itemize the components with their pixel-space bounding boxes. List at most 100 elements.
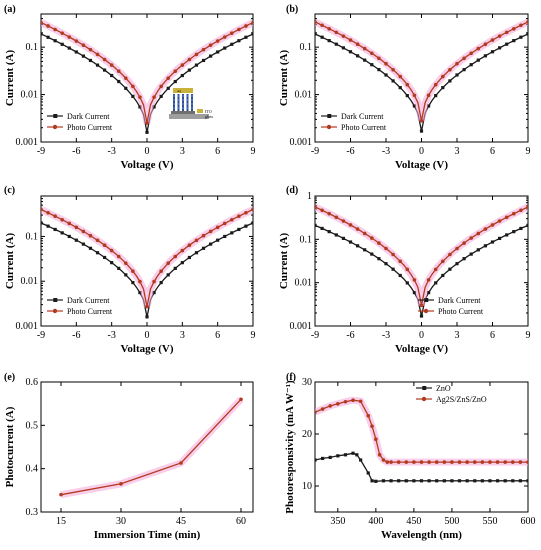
x-tick-label: -9 — [311, 330, 319, 341]
data-point — [131, 280, 135, 285]
data-point — [497, 34, 502, 38]
data-point — [119, 482, 123, 486]
data-point — [381, 479, 386, 483]
data-point — [405, 93, 409, 98]
data-point — [194, 52, 199, 57]
data-point — [404, 460, 409, 464]
data-point — [88, 246, 93, 250]
data-point — [488, 479, 492, 483]
data-point — [328, 404, 333, 408]
data-point — [315, 458, 317, 462]
data-point — [215, 225, 220, 230]
y-tick-label: 0.6 — [26, 377, 39, 388]
data-point — [180, 248, 185, 253]
legend-marker — [421, 396, 427, 402]
series-line-line_panel_e — [60, 398, 242, 496]
data-point — [377, 257, 381, 261]
y-tick-label: 0.1 — [300, 42, 313, 53]
data-point — [145, 121, 149, 125]
nanoparticle — [186, 106, 189, 110]
data-point — [321, 456, 325, 461]
data-point — [81, 229, 86, 234]
data-point — [362, 231, 367, 236]
data-point — [41, 32, 43, 36]
y-axis-title: Current (A) — [4, 50, 16, 107]
legend-marker — [423, 308, 429, 314]
data-point — [370, 236, 374, 240]
data-point — [512, 39, 516, 43]
data-point — [434, 460, 439, 464]
data-point — [138, 95, 142, 99]
data-point — [41, 20, 43, 25]
data-point — [201, 233, 206, 238]
side-electrode — [197, 109, 203, 113]
data-point — [412, 278, 417, 282]
x-tick-label: 550 — [482, 516, 497, 527]
data-point — [244, 35, 248, 39]
data-point — [462, 56, 466, 61]
data-point — [457, 479, 462, 483]
data-point — [216, 238, 220, 242]
data-point — [60, 31, 64, 35]
data-point — [95, 251, 100, 255]
data-point — [363, 248, 367, 252]
data-point — [419, 118, 424, 123]
panel-label: (b) — [286, 4, 298, 15]
nanoparticle — [177, 94, 180, 98]
data-point — [166, 76, 170, 80]
data-point — [159, 280, 163, 285]
legend-marker — [53, 114, 58, 118]
x-axis-title: Voltage (V) — [395, 159, 448, 171]
data-point — [370, 479, 374, 483]
data-point — [110, 261, 114, 265]
panel-d: (d) -9 -6 -3 0 3 6 9 0.001 0.01 0.1 1 Voltage (V) Cur… — [278, 185, 531, 355]
data-point — [374, 479, 378, 483]
data-point — [348, 50, 353, 54]
data-point — [504, 215, 509, 220]
substrate — [169, 114, 209, 119]
data-point — [498, 46, 502, 50]
data-point — [469, 236, 474, 240]
data-point — [74, 50, 78, 54]
data-point — [336, 402, 340, 406]
panel-label: (c) — [4, 185, 15, 196]
data-point — [320, 208, 324, 213]
y-tick-label: 0.01 — [21, 90, 39, 101]
data-point — [419, 129, 424, 133]
data-point — [251, 221, 253, 225]
legend-marker — [53, 298, 58, 302]
data-point — [46, 210, 50, 215]
data-point — [117, 79, 121, 84]
y-axis-title: Current (A) — [4, 233, 16, 290]
y-tick-label: 0.01 — [21, 276, 39, 287]
data-point — [398, 74, 403, 79]
data-point — [334, 30, 339, 35]
data-point — [81, 54, 85, 58]
series-line-photo — [315, 399, 528, 463]
legend-label: Photo Current — [438, 307, 484, 316]
x-tick-label: 9 — [251, 146, 256, 157]
data-point — [159, 94, 163, 98]
data-point — [103, 68, 107, 72]
nanoparticle — [172, 106, 176, 110]
nanoparticle — [181, 102, 185, 106]
data-point — [433, 82, 438, 87]
panel-e: (e) 15 30 45 60 0.3 0.4 0.5 0.6 Immersion Time (m… — [4, 372, 254, 541]
data-point — [223, 46, 227, 50]
data-point — [208, 229, 213, 234]
data-point — [433, 267, 438, 272]
data-point — [469, 51, 474, 56]
legend-marker — [326, 124, 332, 130]
data-point — [519, 226, 523, 231]
y-tick-label: 0.1 — [26, 231, 39, 242]
data-point — [465, 479, 469, 483]
panel-label: (a) — [4, 4, 16, 15]
legend-label: Dark Current — [67, 112, 110, 121]
data-point — [327, 230, 331, 234]
data-point — [370, 51, 374, 56]
data-point — [384, 262, 388, 266]
nanoparticle — [181, 106, 185, 110]
data-point — [356, 54, 360, 58]
data-point — [455, 262, 459, 266]
